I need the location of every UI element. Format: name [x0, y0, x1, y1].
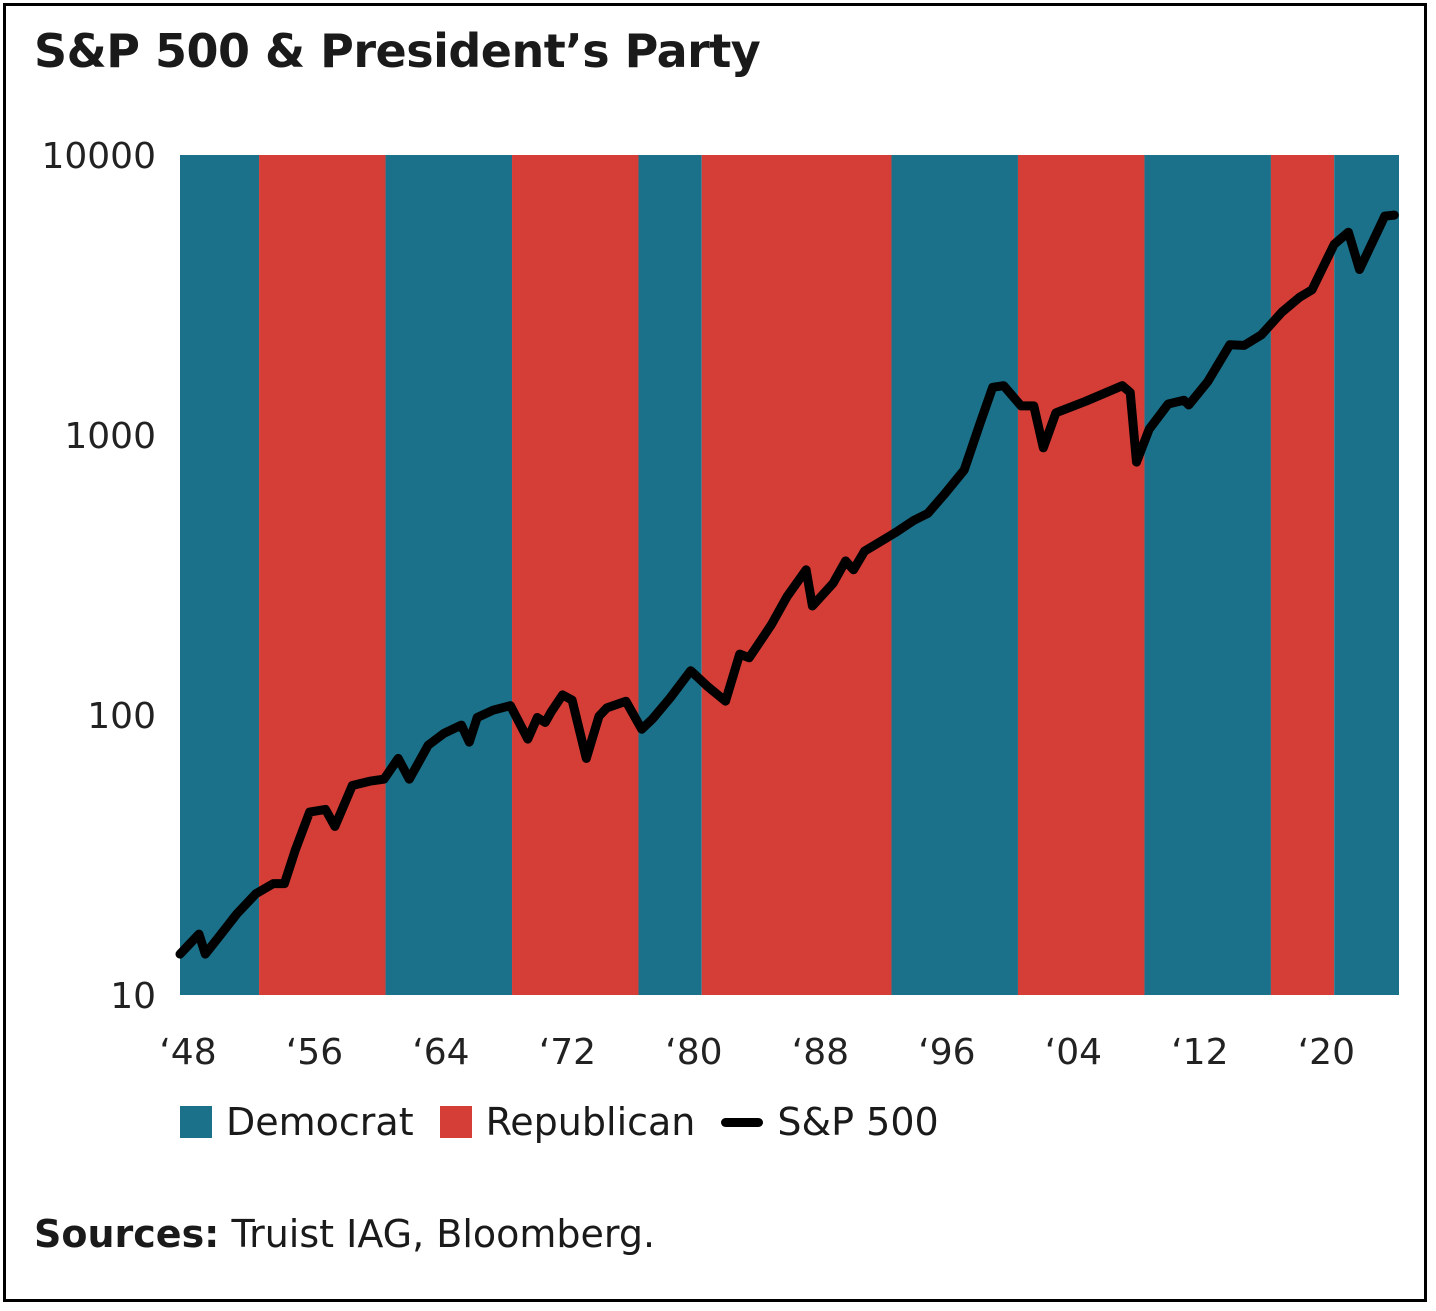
x-tick-label: ‘20 — [1298, 1032, 1355, 1073]
legend-item-democrat: Democrat — [180, 1100, 414, 1144]
legend-swatch-democrat — [180, 1106, 212, 1138]
legend-swatch-sp500 — [721, 1117, 764, 1127]
sources-note: Sources: Truist IAG, Bloomberg. — [34, 1212, 655, 1256]
x-tick-label: ‘04 — [1045, 1032, 1102, 1073]
legend-swatch-republican — [439, 1106, 472, 1138]
band-democrat-6 — [891, 155, 1018, 995]
legend-label-democrat: Democrat — [226, 1100, 414, 1144]
band-republican-1 — [259, 155, 386, 995]
party-bands — [180, 155, 1399, 995]
band-republican-9 — [1270, 155, 1335, 995]
sp500-line — [175, 210, 1399, 959]
legend-label-republican: Republican — [485, 1100, 696, 1144]
y-tick-label: 1000 — [64, 416, 156, 457]
band-republican-3 — [512, 155, 639, 995]
x-tick-label: ‘56 — [286, 1032, 343, 1073]
band-democrat-2 — [385, 155, 513, 995]
x-tick-label: ‘12 — [1171, 1032, 1228, 1073]
chart-legend: Democrat Republican S&P 500 — [180, 1100, 965, 1144]
band-democrat-10 — [1334, 155, 1399, 995]
x-tick-label: ‘80 — [665, 1032, 722, 1073]
band-republican-7 — [1017, 155, 1145, 995]
band-democrat-4 — [638, 155, 702, 995]
band-democrat-0 — [180, 155, 260, 995]
x-tick-label: ‘64 — [412, 1032, 469, 1073]
x-tick-label: ‘48 — [159, 1032, 216, 1073]
x-tick-label: ‘96 — [918, 1032, 975, 1073]
y-tick-label: 10000 — [41, 136, 156, 177]
y-tick-label: 100 — [87, 696, 156, 737]
sources-text: Truist IAG, Bloomberg. — [219, 1212, 656, 1256]
chart-title: S&P 500 & President’s Party — [34, 24, 761, 78]
legend-item-sp500: S&P 500 — [721, 1100, 939, 1144]
sources-label: Sources: — [34, 1212, 220, 1256]
legend-label-sp500: S&P 500 — [777, 1100, 939, 1144]
x-tick-label: ‘72 — [539, 1032, 596, 1073]
band-democrat-8 — [1144, 155, 1271, 995]
y-tick-label: 10 — [110, 976, 156, 1017]
y-axis-ticks: 10 100 1000 10000 — [41, 136, 156, 1017]
chart-frame — [3, 3, 1427, 1302]
band-republican-5 — [701, 155, 892, 995]
x-axis-ticks: ‘48 ‘56 ‘64 ‘72 ‘80 ‘88 ‘96 ‘04 ‘12 ‘20 — [159, 1032, 1355, 1073]
legend-item-republican: Republican — [439, 1100, 696, 1144]
x-tick-label: ‘88 — [792, 1032, 849, 1073]
